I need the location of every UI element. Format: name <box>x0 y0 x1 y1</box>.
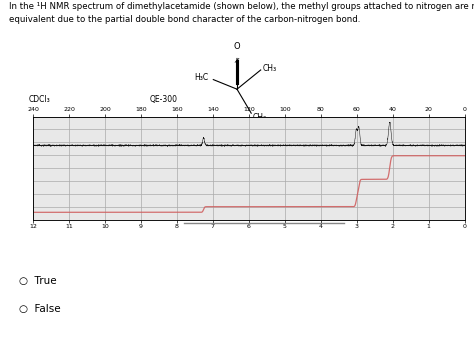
Text: H₃C: H₃C <box>194 73 209 82</box>
Text: CH₃: CH₃ <box>263 63 277 73</box>
Text: O: O <box>234 42 240 51</box>
Text: QE-300: QE-300 <box>150 95 178 104</box>
Text: ○  True: ○ True <box>19 276 56 286</box>
Text: In the ¹H NMR spectrum of dimethylacetamide (shown below), the methyl groups att: In the ¹H NMR spectrum of dimethylacetam… <box>9 2 474 11</box>
Text: ○  False: ○ False <box>19 304 61 314</box>
Text: equivalent due to the partial double bond character of the carbon-nitrogen bond.: equivalent due to the partial double bon… <box>9 15 361 24</box>
Text: CH₃: CH₃ <box>253 114 267 122</box>
Text: CDCl₃: CDCl₃ <box>29 95 51 104</box>
